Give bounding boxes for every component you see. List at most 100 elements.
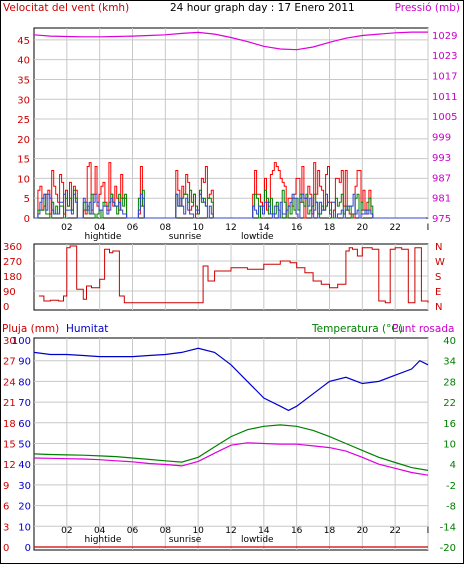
rain-y-tick-label: 6 — [3, 502, 9, 513]
direction-compass-label: N — [435, 302, 442, 313]
wind-y-tick-label: 30 — [17, 95, 30, 106]
temperature-y-tick-label: -20 — [440, 543, 456, 554]
wind-y-tick-label: 5 — [24, 194, 30, 205]
temp-event-label: lowtide — [241, 535, 274, 545]
wind-x-tick-label: 02 — [61, 223, 72, 233]
humidity-label: Humitat — [66, 323, 108, 335]
direction-compass-label: E — [435, 287, 441, 298]
temp-x-tick-label: 10 — [192, 526, 204, 536]
wind-y-tick-label: 15 — [17, 155, 30, 166]
temp-event-label: sunrise — [169, 535, 202, 545]
temp-x-tick-label: 22 — [389, 526, 400, 536]
wind-x-tick-label: 22 — [389, 223, 400, 233]
temp-x-tick-label: I — [427, 526, 430, 536]
humidity-y-tick-label: 20 — [18, 502, 31, 513]
wind-y-tick-label: 35 — [17, 75, 30, 86]
wind-event-label: sunrise — [169, 232, 202, 242]
wind-event-label: lowtide — [241, 232, 274, 242]
pressure-y-tick-label: 981 — [432, 194, 451, 205]
temp-x-tick-label: 06 — [127, 526, 139, 536]
direction-compass-label: W — [435, 257, 445, 268]
temp-x-tick-label: 12 — [225, 526, 236, 536]
wind-speed-trace — [34, 193, 426, 219]
humidity-y-tick-label: 90 — [18, 357, 31, 368]
wind-y-tick-label: 40 — [17, 56, 30, 67]
pressure-line — [33, 31, 428, 51]
wind-event-label: hightide — [84, 232, 121, 242]
wind-x-tick-label: 04 — [94, 223, 106, 233]
wind-x-tick-label: 14 — [258, 223, 270, 233]
humidity-y-tick-label: 40 — [18, 460, 31, 471]
temperature-y-tick-label: -8 — [446, 502, 456, 513]
pressure-y-tick-label: 999 — [432, 133, 451, 144]
direction-compass-label: N — [435, 242, 442, 253]
humidity-y-tick-label: 70 — [18, 398, 31, 409]
humidity-y-tick-label: 30 — [18, 481, 31, 492]
temp-x-tick-label: 20 — [357, 526, 369, 536]
direction-y-tick-label: 270 — [3, 257, 22, 268]
pressure-y-tick-label: 993 — [432, 153, 451, 164]
wind-y-tick-label: 20 — [17, 135, 30, 146]
temperature-label: Temperatura (°C) — [311, 323, 403, 335]
wind-y-tick-label: 45 — [17, 36, 30, 47]
temperature-line — [33, 424, 429, 471]
direction-y-tick-label: 360 — [3, 242, 22, 253]
humidity-y-tick-label: 0 — [25, 543, 31, 554]
humidity-y-tick-label: 10 — [18, 522, 31, 533]
temperature-y-tick-label: -14 — [440, 522, 456, 533]
pressure-y-tick-label: 1011 — [432, 92, 457, 103]
temperature-y-tick-label: 4 — [450, 460, 456, 471]
humidity-y-tick-label: 80 — [18, 377, 31, 388]
direction-y-tick-label: 90 — [3, 287, 16, 298]
temperature-y-tick-label: 22 — [443, 398, 456, 409]
direction-compass-label: S — [435, 272, 441, 283]
pressure-y-tick-label: 975 — [432, 214, 451, 225]
humidity-y-tick-label: 100 — [12, 336, 31, 347]
rain-y-tick-label: 27 — [3, 357, 16, 368]
rain-y-tick-label: 30 — [3, 336, 16, 347]
wind-x-tick-label: 10 — [192, 223, 204, 233]
humidity-y-tick-label: 60 — [18, 419, 31, 430]
temperature-y-tick-label: 10 — [443, 440, 456, 451]
direction-y-tick-label: 180 — [3, 272, 22, 283]
temperature-y-tick-label: 40 — [443, 336, 456, 347]
wind-y-tick-label: 25 — [17, 115, 30, 126]
temperature-y-tick-label: 28 — [443, 377, 456, 388]
dewpoint-line — [33, 442, 429, 476]
rain-y-tick-label: 15 — [3, 440, 16, 451]
temp-event-label: hightide — [84, 535, 121, 545]
wind-x-tick-label: 08 — [160, 223, 172, 233]
temp-x-tick-label: 08 — [160, 526, 172, 536]
rain-y-tick-label: 12 — [3, 460, 16, 471]
rain-y-tick-label: 24 — [3, 377, 16, 388]
rain-label: Pluja (mm) — [2, 323, 59, 335]
rain-y-tick-label: 21 — [3, 398, 16, 409]
rain-y-tick-label: 3 — [3, 522, 9, 533]
rain-y-tick-label: 18 — [3, 419, 16, 430]
temperature-y-tick-label: -2 — [446, 481, 456, 492]
direction-y-tick-label: 0 — [3, 302, 9, 313]
pressure-y-tick-label: 987 — [432, 173, 451, 184]
graph-title: 24 hour graph day : 17 Enero 2011 — [170, 2, 355, 14]
wind-direction-line — [38, 245, 429, 304]
pressure-y-tick-label: 1017 — [432, 72, 457, 83]
wind-y-tick-label: 10 — [17, 174, 30, 185]
wind-label: Velocitat del vent (kmh) — [3, 2, 129, 14]
temp-x-tick-label: 14 — [258, 526, 270, 536]
wind-x-tick-label: 20 — [357, 223, 369, 233]
dewpoint-label: Punt rosada — [392, 323, 454, 335]
temp-x-tick-label: 18 — [324, 526, 336, 536]
pressure-y-tick-label: 1005 — [432, 112, 457, 123]
humidity-y-tick-label: 50 — [18, 440, 31, 451]
pressure-y-tick-label: 1029 — [432, 31, 457, 42]
wind-x-tick-label: 12 — [225, 223, 236, 233]
rain-y-tick-label: 0 — [3, 543, 9, 554]
temp-x-tick-label: 02 — [61, 526, 72, 536]
temperature-y-tick-label: 34 — [443, 357, 456, 368]
wind-x-tick-label: 16 — [291, 223, 303, 233]
